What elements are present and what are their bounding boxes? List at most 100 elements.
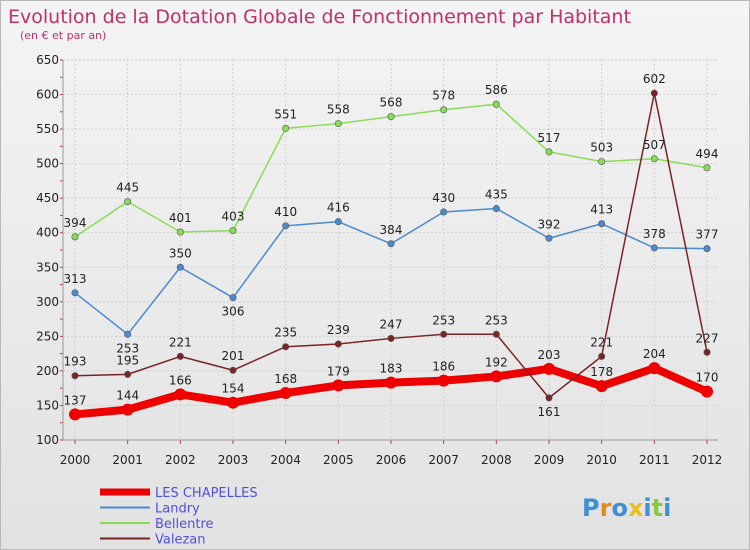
data-label: 221 bbox=[169, 335, 192, 349]
plot-area: 100 150 200 250 300 350 400 450 500 550 600 650 2000… bbox=[36, 53, 722, 467]
data-label: 179 bbox=[327, 364, 350, 378]
data-point bbox=[387, 240, 395, 248]
data-point bbox=[282, 124, 290, 132]
data-point bbox=[650, 244, 658, 252]
data-label: 144 bbox=[116, 389, 139, 403]
data-point bbox=[492, 205, 500, 213]
data-point bbox=[437, 374, 450, 387]
data-label: 410 bbox=[274, 205, 297, 219]
data-point bbox=[492, 100, 500, 108]
data-label: 253 bbox=[116, 341, 139, 355]
y-tick-label: 600 bbox=[36, 88, 59, 102]
data-point bbox=[492, 330, 500, 338]
data-point bbox=[334, 218, 342, 226]
y-tick-label: 100 bbox=[36, 433, 59, 447]
data-label: 384 bbox=[380, 223, 403, 237]
data-point bbox=[334, 120, 342, 128]
y-tick-label: 250 bbox=[36, 329, 59, 343]
data-point bbox=[227, 396, 239, 409]
data-point bbox=[703, 245, 711, 253]
data-point bbox=[334, 340, 342, 348]
chart-title: Evolution de la Dotation Globale de Fonc… bbox=[8, 6, 631, 28]
data-point bbox=[440, 208, 448, 216]
data-label: 403 bbox=[222, 210, 245, 224]
data-point bbox=[648, 362, 661, 375]
data-point bbox=[71, 372, 79, 380]
data-point bbox=[440, 106, 448, 114]
data-point bbox=[229, 227, 237, 235]
x-tick-label: 2001 bbox=[112, 453, 143, 467]
data-label: 195 bbox=[116, 353, 139, 367]
data-point bbox=[279, 387, 292, 400]
data-label: 201 bbox=[222, 349, 245, 363]
data-label: 203 bbox=[538, 348, 561, 362]
data-point bbox=[545, 394, 553, 402]
data-point bbox=[703, 164, 711, 172]
data-label: 503 bbox=[590, 141, 613, 155]
data-label: 137 bbox=[64, 393, 87, 407]
y-tick-label: 550 bbox=[36, 122, 59, 136]
x-tick-label: 2010 bbox=[586, 453, 617, 467]
x-tick-label: 2011 bbox=[639, 453, 670, 467]
y-tick-label: 150 bbox=[36, 398, 59, 412]
y-tick-label: 350 bbox=[36, 260, 59, 274]
data-label: 416 bbox=[327, 201, 350, 215]
x-tick-label: 2000 bbox=[60, 453, 91, 467]
x-tick-label: 2002 bbox=[165, 453, 196, 467]
data-label: 193 bbox=[64, 355, 87, 369]
legend-label: LES CHAPELLES bbox=[155, 486, 258, 501]
data-label: 378 bbox=[643, 227, 666, 241]
data-point bbox=[71, 289, 79, 297]
y-tick-label: 650 bbox=[36, 53, 59, 67]
data-label: 227 bbox=[696, 331, 719, 345]
data-label: 178 bbox=[590, 365, 613, 379]
data-point bbox=[545, 234, 553, 242]
data-point bbox=[598, 352, 606, 360]
data-point bbox=[387, 334, 395, 342]
y-tick-label: 450 bbox=[36, 191, 59, 205]
data-label: 394 bbox=[64, 216, 87, 230]
data-label: 413 bbox=[590, 203, 613, 217]
x-tick-label: 2003 bbox=[218, 453, 249, 467]
data-label: 435 bbox=[485, 188, 508, 202]
data-point bbox=[490, 370, 503, 383]
data-label: 401 bbox=[169, 211, 192, 225]
data-point bbox=[703, 348, 711, 356]
data-point bbox=[598, 158, 606, 166]
data-point bbox=[174, 388, 187, 401]
data-point bbox=[701, 385, 713, 398]
data-point bbox=[650, 155, 658, 163]
data-label: 494 bbox=[696, 147, 719, 161]
data-label: 183 bbox=[380, 362, 403, 376]
data-point bbox=[124, 370, 132, 378]
data-point bbox=[650, 89, 658, 97]
y-tick-label: 200 bbox=[36, 364, 59, 378]
data-point bbox=[121, 403, 134, 416]
data-label: 170 bbox=[696, 371, 719, 385]
y-tick-label: 300 bbox=[36, 295, 59, 309]
y-tick-label: 500 bbox=[36, 157, 59, 171]
data-label: 568 bbox=[380, 96, 403, 110]
svg-text:Proxiti: Proxiti bbox=[582, 494, 671, 522]
data-label: 186 bbox=[432, 360, 455, 374]
data-point bbox=[124, 330, 132, 338]
x-tick-label: 2008 bbox=[481, 453, 512, 467]
data-label: 586 bbox=[485, 83, 508, 97]
data-point bbox=[229, 366, 237, 374]
data-point bbox=[176, 228, 184, 236]
chart-subtitle: (en € et par an) bbox=[20, 29, 106, 42]
data-label: 445 bbox=[116, 181, 139, 195]
data-label: 350 bbox=[169, 246, 192, 260]
y-tick-label: 400 bbox=[36, 226, 59, 240]
data-point bbox=[69, 408, 81, 421]
data-label: 235 bbox=[274, 326, 297, 340]
data-point bbox=[595, 380, 608, 393]
data-point bbox=[598, 220, 606, 228]
data-label: 392 bbox=[538, 217, 561, 231]
data-point bbox=[71, 233, 79, 241]
data-point bbox=[229, 294, 237, 302]
data-label: 551 bbox=[274, 107, 297, 121]
x-tick-label: 2006 bbox=[376, 453, 407, 467]
